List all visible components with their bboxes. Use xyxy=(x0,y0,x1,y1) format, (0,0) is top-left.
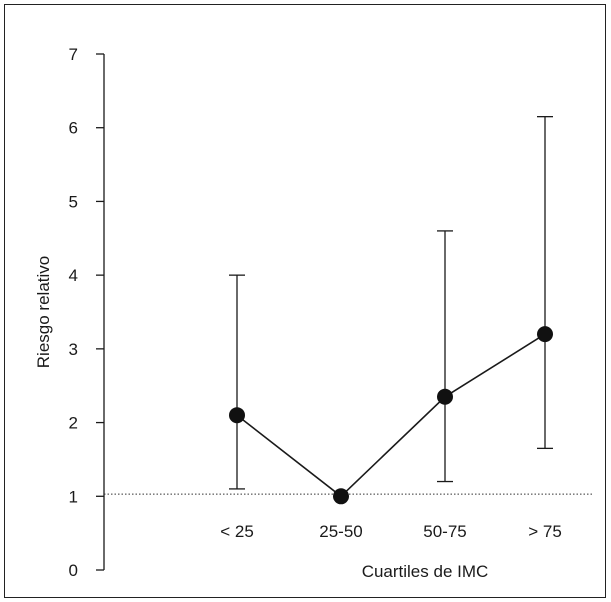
y-tick-label: 3 xyxy=(69,340,78,359)
y-ticks: 0 1 2 3 4 5 6 7 xyxy=(69,45,104,580)
data-point xyxy=(537,326,553,343)
y-tick-label: 0 xyxy=(69,561,78,580)
x-category-label: < 25 xyxy=(220,522,254,541)
y-tick-label: 4 xyxy=(69,266,78,285)
series-line xyxy=(236,333,546,498)
error-bars xyxy=(229,116,553,490)
x-category-label: 50-75 xyxy=(423,522,466,541)
y-tick-label: 6 xyxy=(69,119,78,138)
category-labels: < 25 25-50 50-75 > 75 xyxy=(220,522,562,541)
data-point xyxy=(229,407,245,424)
x-category-label: 25-50 xyxy=(319,522,362,541)
y-tick-label: 2 xyxy=(69,414,78,433)
x-axis-title: Cuartiles de IMC xyxy=(362,562,489,581)
y-tick-label: 1 xyxy=(69,487,78,506)
data-points xyxy=(229,326,553,505)
x-category-label: > 75 xyxy=(528,522,562,541)
data-point xyxy=(437,388,453,405)
y-tick-label: 7 xyxy=(69,45,78,64)
y-axis-title: Riesgo relativo xyxy=(34,256,53,368)
data-point xyxy=(333,488,349,505)
y-tick-label: 5 xyxy=(69,192,78,211)
